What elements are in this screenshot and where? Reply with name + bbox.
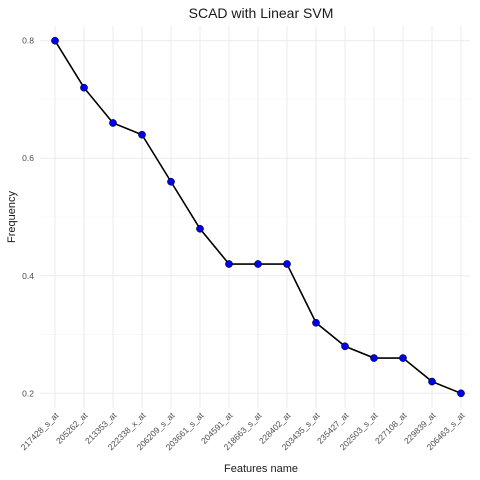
data-point	[399, 354, 407, 362]
data-point	[109, 119, 117, 127]
y-tick-label: 0.8	[22, 36, 34, 46]
data-point	[80, 83, 88, 92]
data-point	[370, 354, 378, 362]
y-axis-ticks: 0.2 0.4 0.6 0.8	[22, 36, 34, 399]
y-tick-label: 0.6	[22, 153, 34, 163]
data-point	[51, 36, 59, 45]
data-point	[283, 260, 291, 268]
data-point	[457, 389, 465, 398]
x-axis-label: Features name	[224, 463, 298, 475]
data-point	[312, 318, 320, 327]
grid	[40, 26, 470, 408]
data-point	[225, 260, 233, 268]
y-axis-label: Frequency	[6, 191, 18, 243]
chart-title: SCAD with Linear SVM	[189, 5, 334, 21]
data-point	[196, 224, 204, 233]
data-point	[428, 377, 436, 386]
data-points	[51, 36, 465, 398]
data-point	[167, 177, 175, 186]
data-point	[254, 260, 262, 268]
data-point	[138, 130, 146, 139]
y-tick-label: 0.4	[22, 271, 34, 281]
y-tick-label: 0.2	[22, 388, 34, 398]
data-point	[341, 342, 349, 351]
